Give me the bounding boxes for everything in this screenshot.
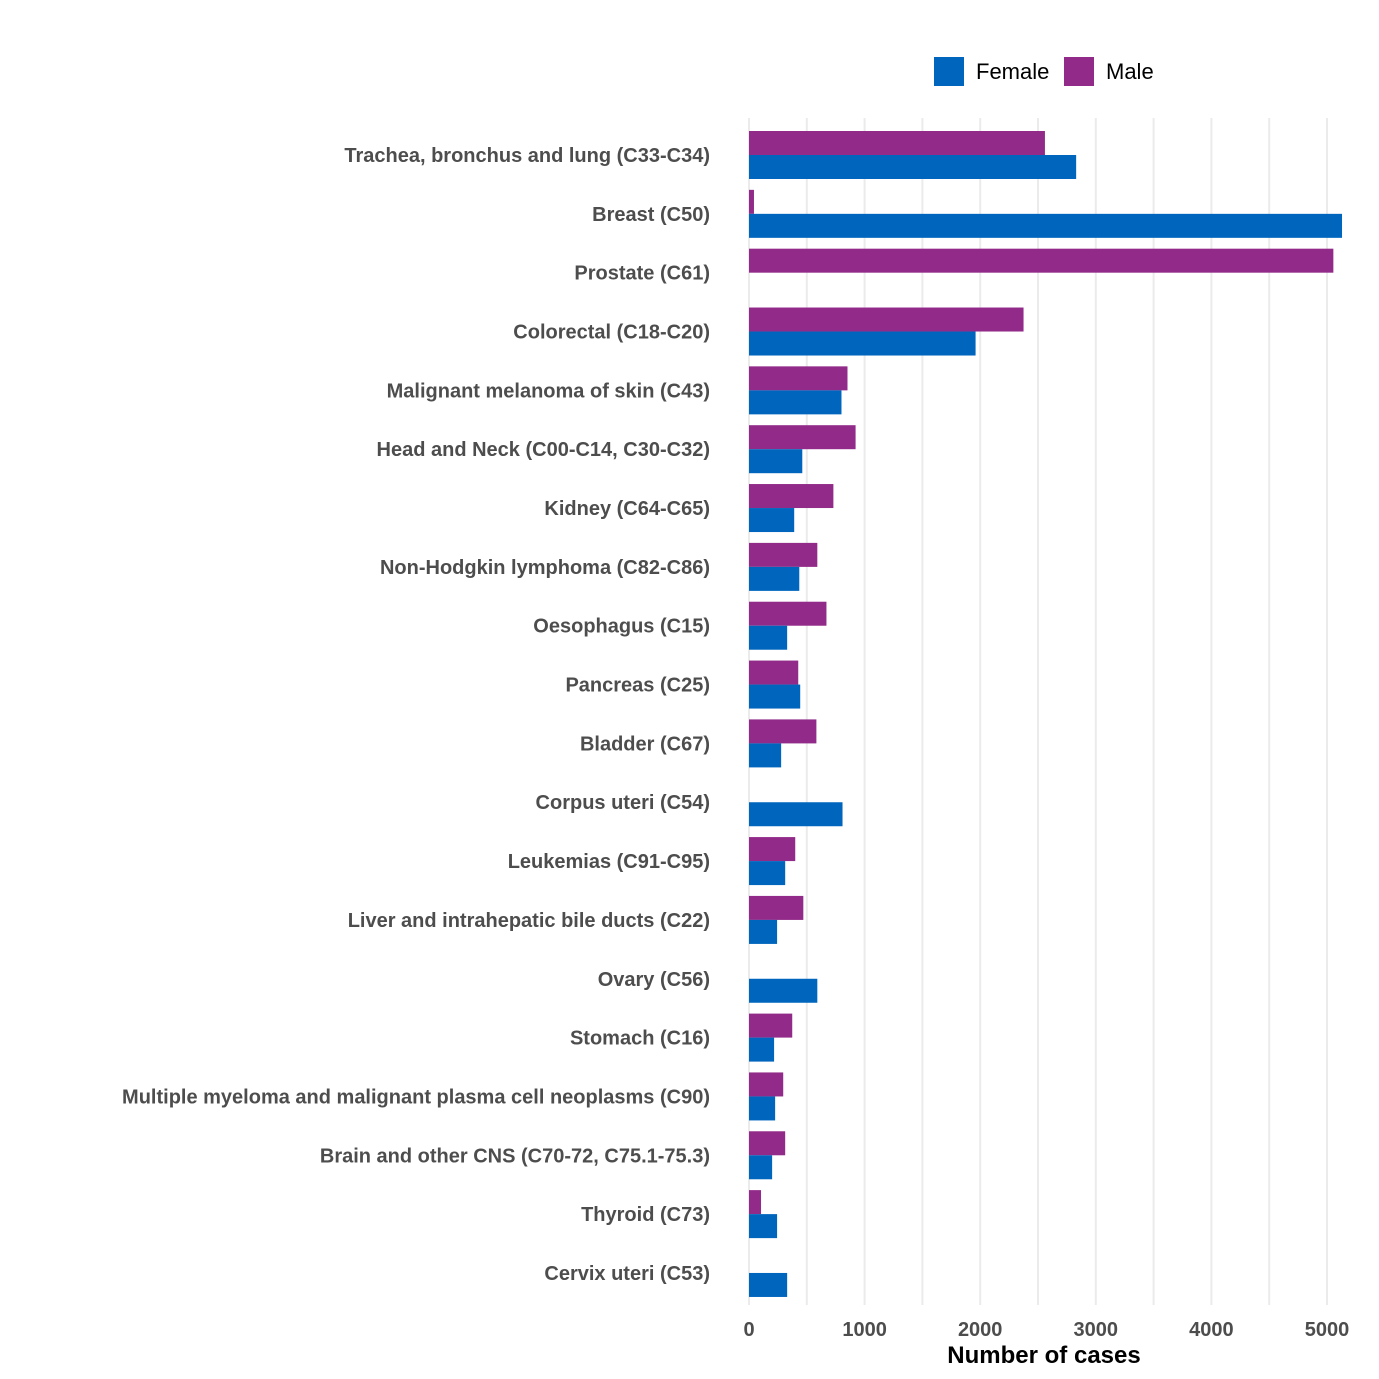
category-label: Pancreas (C25): [565, 675, 710, 697]
category-label: Malignant melanoma of skin (C43): [387, 380, 710, 402]
x-tick-label: 1000: [842, 1319, 887, 1341]
bar-male: [749, 542, 818, 567]
gridlines: [748, 118, 1328, 1305]
category-labels: Trachea, bronchus and lung (C33-C34) Brea…: [122, 145, 710, 1285]
legend-swatch-male: [1064, 57, 1094, 86]
bars: [749, 131, 1343, 1297]
bar-male: [749, 719, 817, 744]
bar-female: [749, 802, 843, 827]
bar-female: [749, 919, 778, 944]
bar-female: [749, 390, 842, 415]
x-tick-label: 2000: [958, 1319, 1003, 1341]
category-label: Ovary (C56): [598, 969, 710, 991]
bar-male: [749, 837, 796, 862]
category-label: Brain and other CNS (C70-72, C75.1-75.3): [320, 1145, 710, 1167]
category-label: Non-Hodgkin lymphoma (C82-C86): [380, 557, 710, 579]
category-label: Oesophagus (C15): [533, 616, 710, 638]
x-tick-label: 3000: [1074, 1319, 1119, 1341]
category-label: Leukemias (C91-C95): [508, 851, 710, 873]
bar-male: [749, 307, 1024, 332]
legend: Female Male: [934, 57, 1154, 86]
category-label: Stomach (C16): [570, 1028, 710, 1050]
bar-male: [749, 1013, 793, 1038]
category-label: Cervix uteri (C53): [544, 1263, 710, 1285]
bar-female: [749, 1214, 778, 1239]
bar-male: [749, 131, 1045, 155]
category-label: Head and Neck (C00-C14, C30-C32): [377, 439, 710, 461]
category-label: Bladder (C67): [580, 733, 710, 755]
bar-male: [749, 189, 754, 214]
bar-male: [749, 660, 799, 685]
bar-male: [749, 1131, 786, 1156]
bar-female: [749, 566, 800, 591]
x-tick-label: 5000: [1305, 1319, 1350, 1341]
bar-male: [749, 1190, 762, 1215]
bar-female: [749, 1155, 773, 1180]
bar-female: [749, 743, 782, 768]
x-axis-label: Number of cases: [947, 1342, 1140, 1369]
bar-male: [749, 895, 804, 920]
bar-female: [749, 1272, 788, 1297]
category-label: Colorectal (C18-C20): [513, 322, 710, 344]
category-label: Trachea, bronchus and lung (C33-C34): [344, 145, 710, 167]
legend-label-female: Female: [976, 59, 1049, 84]
bar-female: [749, 508, 795, 533]
category-label: Liver and intrahepatic bile ducts (C22): [348, 910, 710, 932]
x-tick-labels: 0 1000 2000 3000 4000 5000: [743, 1319, 1349, 1341]
category-label: Multiple myeloma and malignant plasma ce…: [122, 1086, 710, 1108]
bar-female: [749, 978, 818, 1003]
bar-male: [749, 366, 848, 391]
bar-female: [749, 861, 786, 886]
bar-female: [749, 449, 803, 474]
category-label: Thyroid (C73): [581, 1204, 710, 1226]
category-label: Corpus uteri (C54): [536, 792, 710, 814]
bar-female: [749, 155, 1077, 179]
bar-female: [749, 625, 788, 650]
bar-female: [749, 1037, 775, 1062]
bar-female: [749, 331, 976, 356]
category-label: Breast (C50): [592, 204, 710, 226]
x-tick-label: 0: [743, 1319, 754, 1341]
bar-female: [749, 684, 801, 709]
category-label: Prostate (C61): [574, 263, 710, 285]
bar-male: [749, 1072, 784, 1097]
bar-female: [749, 213, 1343, 238]
bar-male: [749, 248, 1334, 273]
bar-male: [749, 601, 827, 626]
bar-male: [749, 484, 834, 509]
category-label: Kidney (C64-C65): [544, 498, 710, 520]
x-tick-label: 4000: [1189, 1319, 1234, 1341]
legend-label-male: Male: [1106, 59, 1154, 84]
bar-male: [749, 425, 856, 450]
legend-swatch-female: [934, 57, 964, 86]
bar-female: [749, 1096, 776, 1121]
